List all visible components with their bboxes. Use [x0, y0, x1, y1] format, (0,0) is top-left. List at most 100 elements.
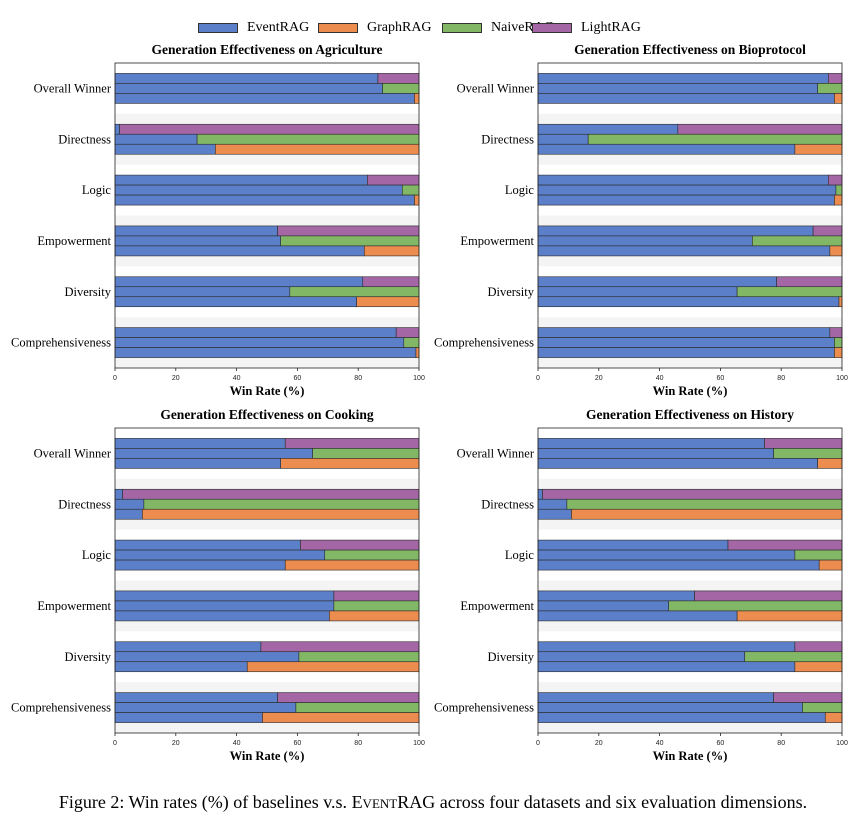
- bar-eventrag-vs-lightrag-logic: [537, 539, 729, 551]
- bar-eventrag-vs-graphrag-comprehensiveness: [537, 712, 826, 723]
- bar-naiverag-overall-winner: [312, 448, 420, 459]
- bar-graphrag-diversity: [794, 661, 843, 673]
- legend-item-lightrag: LightRAG: [532, 17, 641, 39]
- legend-label: EventRAG: [247, 20, 310, 35]
- bar-eventrag-vs-lightrag-directness: [114, 123, 120, 135]
- x-tick-label: 80: [777, 740, 785, 747]
- bar-graphrag-diversity: [356, 296, 420, 308]
- bar-eventrag-vs-graphrag-directness: [537, 508, 572, 520]
- bar-lightrag-comprehensiveness: [277, 692, 420, 703]
- category-label: Comprehensiveness: [11, 701, 111, 715]
- bar-graphrag-logic: [818, 559, 843, 571]
- bar-naiverag-logic: [794, 549, 843, 561]
- chart-panel-1: Generation Effectiveness on Agriculture O…: [11, 42, 425, 398]
- bar-eventrag-vs-lightrag-directness: [537, 488, 543, 500]
- bar-lightrag-logic: [727, 539, 843, 551]
- legend-label: LightRAG: [581, 20, 641, 35]
- category-label: Directness: [481, 132, 534, 146]
- bar-eventrag-vs-graphrag-diversity: [114, 296, 357, 308]
- bar-eventrag-vs-lightrag-comprehensiveness: [537, 692, 774, 703]
- bar-eventrag-vs-lightrag-empowerment: [537, 225, 814, 237]
- bar-naiverag-diversity: [298, 651, 420, 663]
- bar-eventrag-vs-naiverag-comprehensiveness: [114, 337, 405, 348]
- bar-graphrag-overall-winner: [817, 458, 843, 469]
- category-label: Comprehensiveness: [434, 701, 534, 715]
- x-tick-label: 60: [294, 375, 302, 382]
- bar-graphrag-comprehensiveness: [834, 347, 843, 358]
- bar-eventrag-vs-naiverag-overall-winner: [537, 83, 818, 94]
- chart-panel-4: Generation Effectiveness on History Overa…: [434, 407, 848, 763]
- bar-eventrag-vs-naiverag-diversity: [537, 286, 738, 298]
- bar-naiverag-directness: [587, 133, 843, 145]
- bar-eventrag-vs-graphrag-diversity: [537, 661, 796, 673]
- bar-eventrag-vs-lightrag-empowerment: [114, 590, 335, 602]
- x-tick-label: 0: [113, 740, 117, 747]
- x-tick-label: 60: [717, 740, 725, 747]
- bar-naiverag-directness: [143, 498, 420, 510]
- bar-eventrag-vs-graphrag-comprehensiveness: [114, 347, 417, 358]
- category-label: Empowerment: [460, 234, 534, 248]
- bar-eventrag-vs-lightrag-logic: [537, 174, 829, 186]
- bar-eventrag-vs-graphrag-logic: [114, 194, 415, 206]
- bar-eventrag-vs-naiverag-directness: [114, 133, 198, 145]
- bar-eventrag-vs-graphrag-overall-winner: [537, 458, 818, 469]
- bar-eventrag-vs-lightrag-logic: [114, 539, 301, 551]
- bar-eventrag-vs-naiverag-empowerment: [114, 235, 281, 247]
- chart-title: Generation Effectiveness on Agriculture: [151, 42, 382, 57]
- bar-eventrag-vs-graphrag-logic: [537, 559, 820, 571]
- category-label: Comprehensiveness: [434, 336, 534, 350]
- bar-eventrag-vs-lightrag-diversity: [537, 276, 777, 288]
- bar-eventrag-vs-naiverag-logic: [537, 549, 796, 561]
- bar-naiverag-diversity: [736, 286, 843, 298]
- bar-eventrag-vs-graphrag-empowerment: [114, 245, 365, 257]
- bar-naiverag-empowerment: [752, 235, 843, 247]
- bar-eventrag-vs-naiverag-logic: [537, 184, 837, 196]
- bar-naiverag-comprehensiveness: [834, 337, 843, 348]
- x-axis-label: Win Rate (%): [230, 384, 305, 398]
- bar-graphrag-overall-winner: [414, 93, 420, 104]
- bar-eventrag-vs-lightrag-comprehensiveness: [114, 327, 397, 338]
- bar-eventrag-vs-lightrag-empowerment: [537, 590, 695, 602]
- bar-graphrag-logic: [284, 559, 420, 571]
- bar-eventrag-vs-graphrag-directness: [537, 143, 796, 155]
- bar-lightrag-diversity: [776, 276, 843, 288]
- plot-frame: [537, 62, 843, 369]
- bar-eventrag-vs-lightrag-overall-winner: [537, 73, 829, 84]
- x-tick-label: 60: [717, 375, 725, 382]
- plot-frame: [537, 427, 843, 734]
- category-label: Directness: [58, 497, 111, 511]
- bar-eventrag-vs-graphrag-overall-winner: [114, 93, 415, 104]
- bar-eventrag-vs-naiverag-overall-winner: [537, 448, 774, 459]
- bar-eventrag-vs-lightrag-diversity: [114, 641, 262, 653]
- bar-eventrag-vs-graphrag-comprehensiveness: [537, 347, 835, 358]
- bar-eventrag-vs-lightrag-directness: [114, 488, 123, 500]
- bar-lightrag-directness: [542, 488, 843, 500]
- category-label: Overall Winner: [34, 81, 112, 95]
- legend-label: GraphRAG: [367, 20, 432, 35]
- figure: Generation Effectiveness on Agriculture O…: [11, 42, 848, 763]
- bar-naiverag-directness: [566, 498, 843, 510]
- bar-graphrag-logic: [414, 194, 420, 206]
- bar-naiverag-logic: [324, 549, 420, 561]
- bar-graphrag-overall-winner: [280, 458, 420, 469]
- bar-lightrag-logic: [367, 174, 420, 186]
- bar-eventrag-vs-graphrag-diversity: [114, 661, 248, 673]
- bar-eventrag-vs-naiverag-comprehensiveness: [114, 702, 297, 713]
- bar-naiverag-overall-winner: [817, 83, 843, 94]
- category-label: Empowerment: [37, 234, 111, 248]
- bar-naiverag-logic: [835, 184, 843, 196]
- bar-lightrag-directness: [677, 123, 843, 135]
- chart-title: Generation Effectiveness on Cooking: [160, 407, 374, 422]
- bar-eventrag-vs-lightrag-comprehensiveness: [537, 327, 831, 338]
- bar-lightrag-directness: [122, 488, 420, 500]
- bar-graphrag-diversity: [246, 661, 420, 673]
- bar-lightrag-empowerment: [333, 590, 420, 602]
- x-tick-label: 0: [113, 375, 117, 382]
- bar-lightrag-diversity: [362, 276, 420, 288]
- bar-lightrag-overall-winner: [764, 438, 843, 449]
- bar-eventrag-vs-naiverag-overall-winner: [114, 83, 383, 94]
- bar-lightrag-diversity: [260, 641, 420, 653]
- category-label: Diversity: [64, 285, 111, 299]
- bar-eventrag-vs-graphrag-diversity: [537, 296, 840, 308]
- bar-naiverag-overall-winner: [382, 83, 420, 94]
